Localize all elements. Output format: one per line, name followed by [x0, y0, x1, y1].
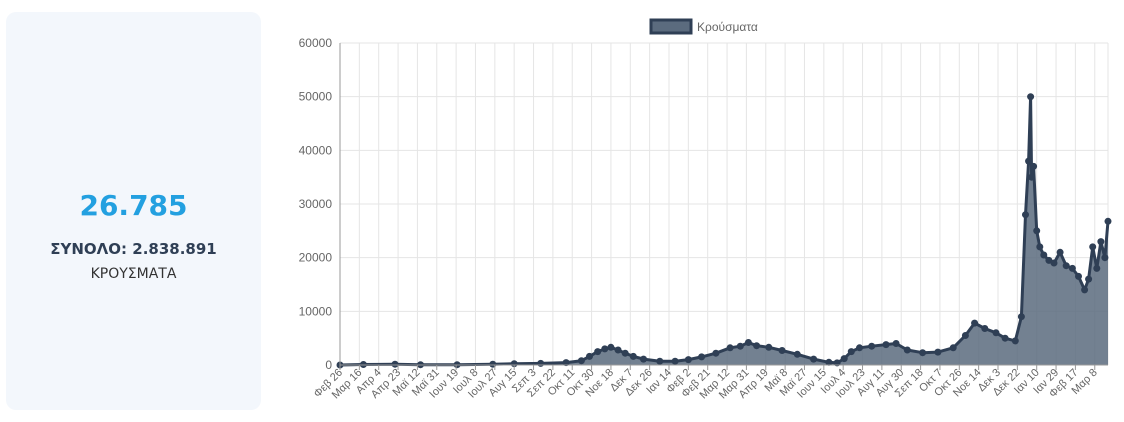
data-point: [1101, 254, 1109, 262]
chart-legend[interactable]: Κρούσματα: [649, 18, 758, 35]
data-point: [684, 356, 692, 364]
today-cases-value: 26.785: [79, 189, 188, 222]
data-point: [971, 319, 979, 327]
data-point: [577, 357, 585, 365]
data-point: [1001, 334, 1009, 342]
y-tick-label: 0: [325, 358, 332, 372]
data-point: [847, 348, 855, 356]
data-point: [726, 344, 734, 352]
data-point: [1022, 211, 1029, 219]
data-point: [1040, 251, 1048, 259]
data-point: [949, 344, 957, 352]
legend-label[interactable]: Κρούσματα: [697, 20, 758, 34]
data-point: [744, 339, 752, 346]
data-point: [892, 340, 900, 347]
data-point: [562, 359, 570, 367]
data-point: [1093, 264, 1101, 272]
data-point: [856, 344, 863, 352]
data-point: [1036, 243, 1044, 251]
data-point: [1025, 157, 1033, 165]
data-point: [1030, 162, 1038, 170]
data-point: [1028, 173, 1036, 181]
y-tick-label: 20000: [299, 251, 333, 265]
data-point: [903, 346, 911, 354]
data-point: [961, 332, 969, 339]
data-point: [594, 348, 602, 356]
data-point: [1081, 286, 1089, 294]
y-tick-label: 40000: [299, 143, 333, 157]
data-point: [992, 329, 1000, 337]
data-point: [1089, 243, 1097, 251]
y-tick-label: 30000: [299, 197, 333, 211]
data-point: [778, 347, 786, 354]
data-point: [1033, 227, 1041, 235]
data-point: [1085, 275, 1093, 283]
data-point: [765, 343, 773, 351]
data-point: [621, 349, 629, 357]
data-point: [586, 352, 593, 360]
data-point: [868, 342, 876, 350]
series-line: [339, 95, 1110, 367]
chart-area-layer: [339, 95, 1110, 367]
data-point: [712, 349, 720, 357]
data-point: [810, 355, 818, 363]
summary-card: 26.785 ΣΥΝΟΛΟ: 2.838.891 ΚΡΟΥΣΜΑΤΑ: [6, 12, 261, 410]
data-point: [607, 343, 615, 351]
data-point: [671, 357, 679, 365]
data-point: [1017, 313, 1025, 321]
data-point: [934, 348, 942, 356]
data-point: [629, 352, 637, 360]
data-point: [1056, 248, 1064, 256]
data-point: [1011, 337, 1019, 345]
data-point: [919, 349, 927, 357]
cases-label: ΚΡΟΥΣΜΑΤΑ: [90, 266, 177, 282]
series-area: [340, 96, 1108, 365]
total-cases-text: ΣΥΝΟΛΟ: 2.838.891: [50, 240, 217, 258]
data-point: [1097, 238, 1105, 246]
y-tick-label: 50000: [299, 90, 333, 104]
data-point: [1068, 264, 1076, 272]
data-point: [537, 359, 545, 367]
data-point: [1104, 217, 1112, 225]
data-point: [1050, 259, 1058, 267]
data-point: [698, 353, 706, 361]
y-tick-label: 10000: [299, 304, 333, 318]
data-point: [981, 325, 989, 332]
y-tick-label: 60000: [299, 36, 333, 50]
data-point: [640, 355, 647, 363]
data-point: [793, 350, 801, 358]
legend-swatch[interactable]: [649, 18, 693, 35]
data-point: [601, 345, 609, 353]
chart-grid: [339, 42, 1109, 366]
data-point: [1027, 93, 1035, 101]
data-point: [1075, 272, 1082, 280]
data-point: [614, 346, 622, 354]
chart-points-layer: [336, 93, 1112, 369]
data-point: [840, 355, 848, 363]
data-point: [825, 358, 833, 366]
data-point: [753, 342, 761, 350]
data-point: [656, 357, 664, 365]
data-point: [1062, 262, 1070, 270]
data-point: [736, 342, 744, 350]
data-point: [882, 341, 890, 349]
data-point: [391, 360, 399, 368]
